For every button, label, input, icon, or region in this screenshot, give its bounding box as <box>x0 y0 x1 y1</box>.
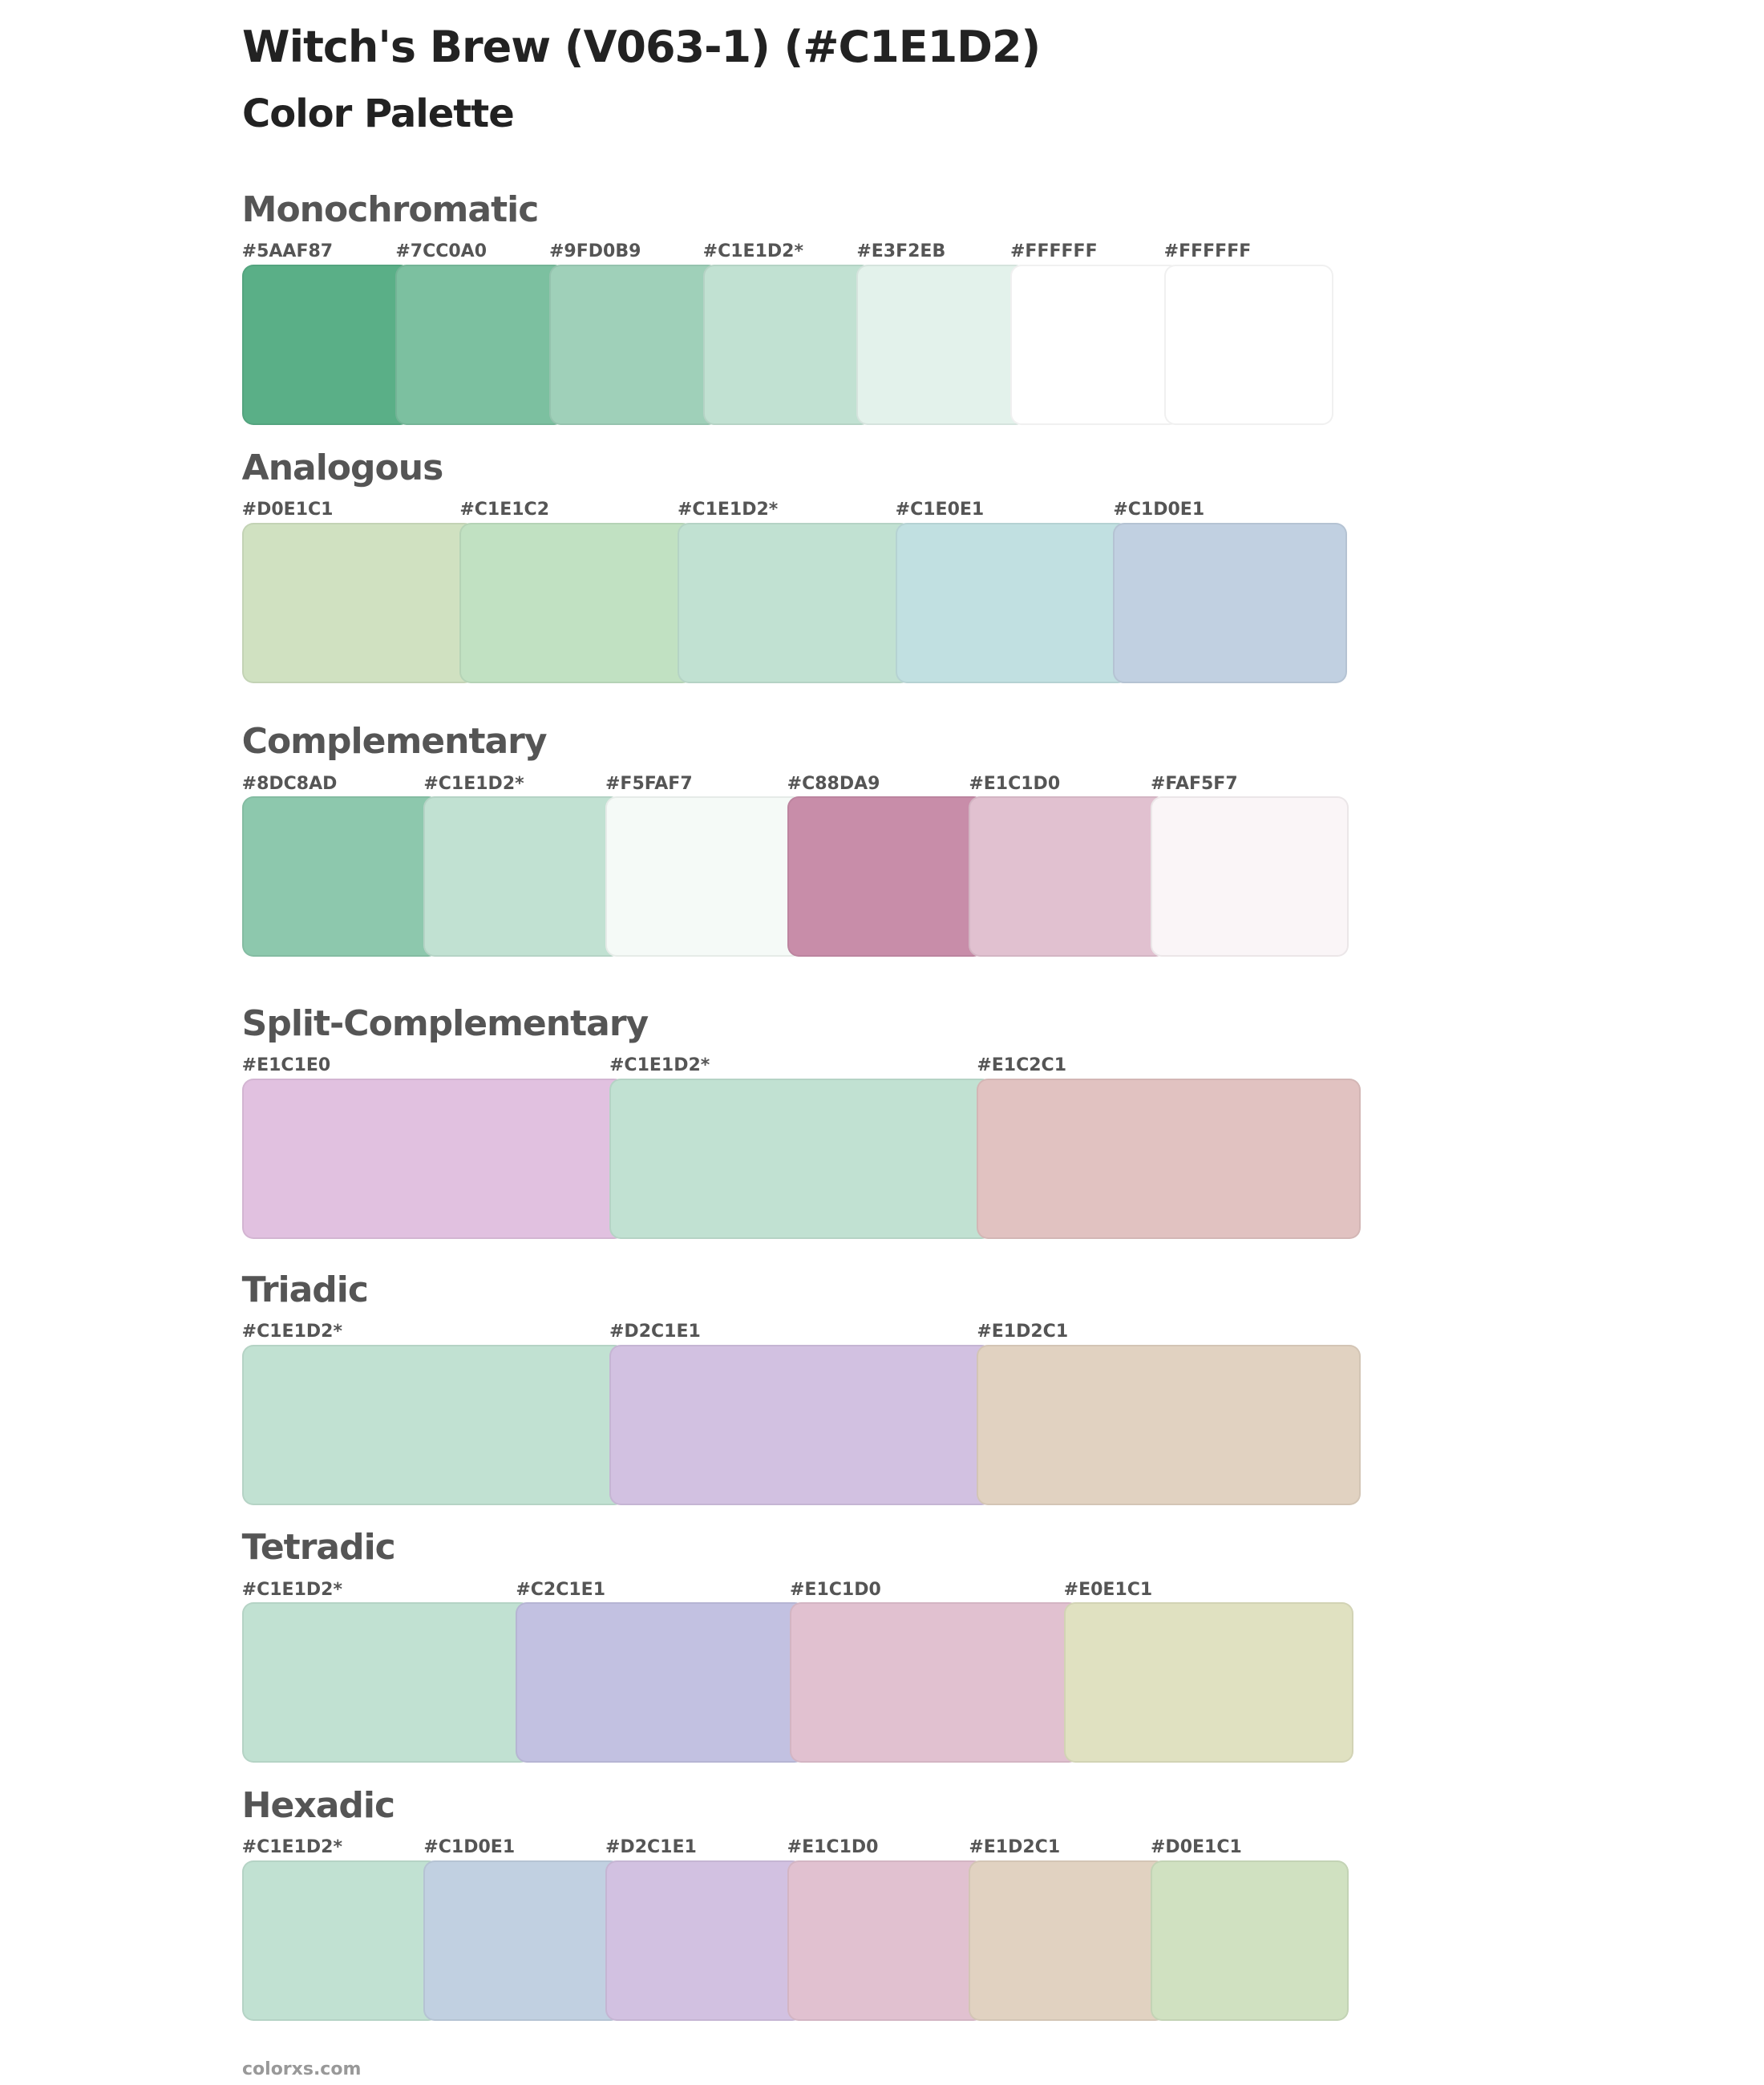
swatch <box>1151 796 1349 957</box>
swatch-label: #C1E0E1 <box>895 500 985 520</box>
swatch-label: #C1E1C2 <box>459 500 550 520</box>
swatch-label: #C1D0E1 <box>1113 500 1205 520</box>
swatch <box>549 265 719 425</box>
section-heading: Hexadic <box>241 1785 395 1826</box>
swatch-label: #9FD0B9 <box>549 241 641 262</box>
swatch-label: #D2C1E1 <box>605 1837 697 1858</box>
swatch-label: #D0E1C1 <box>1151 1837 1242 1858</box>
swatch <box>241 796 440 957</box>
swatch-label: #E1C1D0 <box>787 1837 879 1858</box>
swatch-label: #8DC8AD <box>241 773 338 794</box>
swatch-label: #E1C2C1 <box>977 1055 1067 1076</box>
swatch <box>969 796 1167 957</box>
swatch-label: #C1E1D2* <box>241 1322 342 1342</box>
swatch <box>241 1079 625 1239</box>
swatch-label: #F5FAF7 <box>605 773 693 794</box>
swatch <box>609 1344 993 1505</box>
swatch <box>1113 522 1347 683</box>
swatch <box>977 1079 1361 1239</box>
swatch-label: #E0E1C1 <box>1063 1579 1153 1600</box>
swatch <box>241 1344 625 1505</box>
swatch <box>423 796 621 957</box>
swatch <box>678 522 912 683</box>
swatch-label: #E1C1D0 <box>790 1579 881 1600</box>
swatch <box>969 1860 1167 2021</box>
swatch <box>605 796 803 957</box>
swatch <box>241 522 476 683</box>
swatch <box>790 1602 1080 1763</box>
swatch-label: #C1E1D2* <box>423 773 524 794</box>
swatch-label: #FFFFFF <box>1163 241 1252 262</box>
swatch-label: #C1E1D2* <box>241 1579 342 1600</box>
swatch-label: #E1C1D0 <box>969 773 1061 794</box>
swatch <box>1151 1860 1349 2021</box>
swatch-label: #C2C1E1 <box>516 1579 606 1600</box>
section-heading: Tetradic <box>241 1527 396 1569</box>
swatch <box>977 1344 1361 1505</box>
swatch-label: #D0E1C1 <box>241 500 334 520</box>
swatch <box>609 1079 993 1239</box>
swatch <box>605 1860 803 2021</box>
swatch <box>856 265 1026 425</box>
swatch-label: #C1E1D2* <box>678 500 779 520</box>
swatch <box>241 1602 532 1763</box>
page-subtitle: Color Palette <box>242 91 515 136</box>
swatch <box>423 1860 621 2021</box>
swatch <box>516 1602 806 1763</box>
swatch <box>1063 1602 1354 1763</box>
swatch-label: #C1E1D2* <box>609 1055 710 1076</box>
swatch-label: #E1C1E0 <box>241 1055 331 1076</box>
swatch <box>241 1860 440 2021</box>
section-heading: Complementary <box>241 721 548 763</box>
swatch-label: #5AAF87 <box>241 241 334 262</box>
section-heading: Triadic <box>241 1269 369 1310</box>
swatch <box>787 1860 985 2021</box>
swatch-label: #E3F2EB <box>856 241 946 262</box>
swatch-label: #E1D2C1 <box>977 1322 1069 1342</box>
swatch-label: #D2C1E1 <box>609 1322 701 1342</box>
swatch <box>241 265 412 425</box>
swatch-label: #C1E1D2* <box>702 241 803 262</box>
swatch-label: #FFFFFF <box>1010 241 1098 262</box>
swatch <box>787 796 985 957</box>
section-heading: Analogous <box>241 447 444 488</box>
section-heading: Split-Complementary <box>241 1003 649 1044</box>
swatch-label: #E1D2C1 <box>969 1837 1061 1858</box>
swatch <box>459 522 694 683</box>
page-title: Witch's Brew (V063-1) (#C1E1D2) <box>242 22 1041 72</box>
swatch <box>1163 265 1334 425</box>
swatch-label: #7CC0A0 <box>395 241 488 262</box>
swatch <box>702 265 873 425</box>
swatch <box>1010 265 1180 425</box>
section-heading: Monochromatic <box>241 189 540 230</box>
footer-site: colorxs.com <box>242 2059 362 2079</box>
swatch <box>395 265 565 425</box>
swatch-label: #C1D0E1 <box>423 1837 516 1858</box>
swatch <box>895 522 1130 683</box>
swatch-label: #FAF5F7 <box>1151 773 1238 794</box>
swatch-label: #C1E1D2* <box>241 1837 342 1858</box>
swatch-label: #C88DA9 <box>787 773 880 794</box>
